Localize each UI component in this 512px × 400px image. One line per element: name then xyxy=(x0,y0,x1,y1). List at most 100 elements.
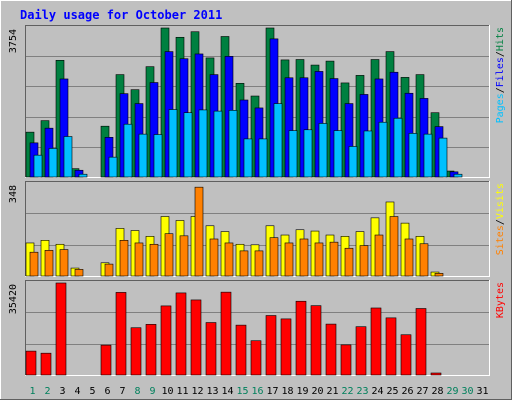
bar-kbytes xyxy=(55,282,67,376)
day-label: 27 xyxy=(416,386,428,397)
bar-pages xyxy=(183,112,193,178)
bar-kbytes xyxy=(235,324,247,376)
bar-pages xyxy=(33,154,43,178)
bar-kbytes xyxy=(280,318,292,376)
bar-sites xyxy=(329,241,339,277)
day-label: 18 xyxy=(281,386,293,397)
bar-kbytes xyxy=(250,340,262,376)
bar-pages xyxy=(303,129,313,178)
day-label: 24 xyxy=(371,386,383,397)
bar-kbytes xyxy=(100,344,112,376)
bar-pages xyxy=(378,121,388,178)
day-label: 14 xyxy=(221,386,233,397)
day-label: 29 xyxy=(446,386,458,397)
bar-kbytes xyxy=(220,291,232,376)
bar-kbytes xyxy=(430,372,442,376)
bar-pages xyxy=(273,103,283,178)
panel-legend: KBytes xyxy=(495,282,506,318)
bar-kbytes xyxy=(325,323,337,376)
bar-pages xyxy=(198,109,208,178)
bar-sites xyxy=(119,240,129,277)
panel-legend: Pages/Files/Hits xyxy=(495,27,506,123)
day-label: 16 xyxy=(251,386,263,397)
legend-entry: Hits xyxy=(495,27,506,51)
day-label: 20 xyxy=(311,386,323,397)
panel-legend: Sites/Visits xyxy=(495,183,506,255)
bar-sites xyxy=(29,251,39,277)
legend-entry: KBytes xyxy=(495,282,506,318)
bar-sites xyxy=(164,233,174,277)
bar-kbytes xyxy=(415,308,427,376)
day-label: 31 xyxy=(476,386,488,397)
bar-pages xyxy=(288,130,298,178)
bar-sites xyxy=(104,263,114,277)
bar-pages xyxy=(138,133,148,178)
series-sites xyxy=(29,186,444,277)
bar-kbytes xyxy=(175,292,187,376)
bar-sites xyxy=(374,234,384,277)
bar-kbytes xyxy=(400,334,412,376)
day-label: 6 xyxy=(104,386,110,397)
bar-sites xyxy=(209,238,219,277)
day-label: 23 xyxy=(356,386,368,397)
bar-sites xyxy=(59,249,69,277)
day-label: 2 xyxy=(44,386,50,397)
bar-kbytes xyxy=(145,324,157,376)
day-label: 5 xyxy=(89,386,95,397)
bar-pages xyxy=(453,173,463,178)
bar-pages xyxy=(363,130,373,178)
day-label: 10 xyxy=(161,386,173,397)
legend-entry: / xyxy=(495,51,506,57)
bar-kbytes xyxy=(295,300,307,376)
bar-pages xyxy=(213,110,223,178)
bar-kbytes xyxy=(340,344,352,376)
day-label: 30 xyxy=(461,386,473,397)
bar-pages xyxy=(258,138,268,178)
bar-kbytes xyxy=(25,350,37,376)
day-label: 9 xyxy=(149,386,155,397)
bar-pages xyxy=(333,130,343,178)
bar-sites xyxy=(299,238,309,277)
bar-pages xyxy=(78,173,88,178)
bar-kbytes xyxy=(160,305,172,376)
bar-kbytes xyxy=(190,299,202,376)
bar-kbytes xyxy=(205,322,217,376)
bar-pages xyxy=(228,110,238,178)
bar-pages xyxy=(408,133,418,178)
bar-pages xyxy=(153,134,163,178)
bar-sites xyxy=(419,243,429,277)
bar-sites xyxy=(44,250,54,277)
day-label: 1 xyxy=(29,386,35,397)
day-label: 13 xyxy=(206,386,218,397)
bar-pages xyxy=(318,123,328,178)
series-pages xyxy=(33,103,463,178)
chart-title: Daily usage for October 2011 xyxy=(20,8,222,22)
bar-sites xyxy=(389,216,399,277)
bar-sites xyxy=(74,269,84,277)
day-label: 21 xyxy=(326,386,338,397)
bar-kbytes xyxy=(355,326,367,376)
bar-pages xyxy=(168,109,178,178)
legend-entry: Pages xyxy=(495,93,506,123)
bar-sites xyxy=(239,250,249,277)
day-label: 26 xyxy=(401,386,413,397)
panel-kbytes: 35420 KBytes xyxy=(8,280,506,376)
day-label: 7 xyxy=(119,386,125,397)
panel-max-label: 3754 xyxy=(8,29,19,53)
bar-pages xyxy=(63,136,73,178)
day-label: 4 xyxy=(74,386,80,397)
bar-sites xyxy=(194,186,204,277)
bar-sites xyxy=(344,247,354,277)
legend-entry: Sites xyxy=(495,225,506,255)
bar-kbytes xyxy=(310,305,322,376)
bar-sites xyxy=(269,237,279,277)
bar-sites xyxy=(254,250,264,277)
bar-sites xyxy=(224,242,234,277)
day-label: 12 xyxy=(191,386,203,397)
legend-entry: Files xyxy=(495,57,506,87)
legend-entry: Visits xyxy=(495,183,506,219)
panel-max-label: 348 xyxy=(8,185,19,203)
legend-entry: / xyxy=(495,219,506,225)
day-label: 25 xyxy=(386,386,398,397)
